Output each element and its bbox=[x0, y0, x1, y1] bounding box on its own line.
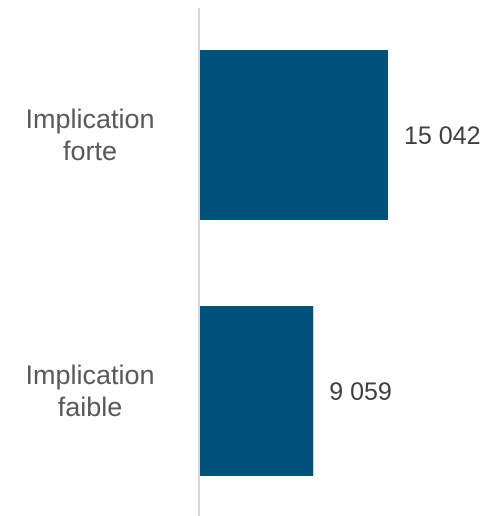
category-label-line: forte bbox=[63, 136, 117, 166]
value-label-0: 15 042 bbox=[404, 122, 480, 150]
bar-group bbox=[200, 50, 389, 476]
bar-0 bbox=[200, 50, 389, 220]
category-label-0: Implication forte bbox=[25, 104, 154, 166]
category-label-line: Implication bbox=[25, 360, 154, 390]
category-label-line: faible bbox=[58, 392, 123, 422]
category-label-1: Implication faible bbox=[25, 360, 154, 422]
value-label-1: 9 059 bbox=[329, 378, 392, 406]
category-label-line: Implication bbox=[25, 104, 154, 134]
bar-1 bbox=[200, 306, 314, 476]
